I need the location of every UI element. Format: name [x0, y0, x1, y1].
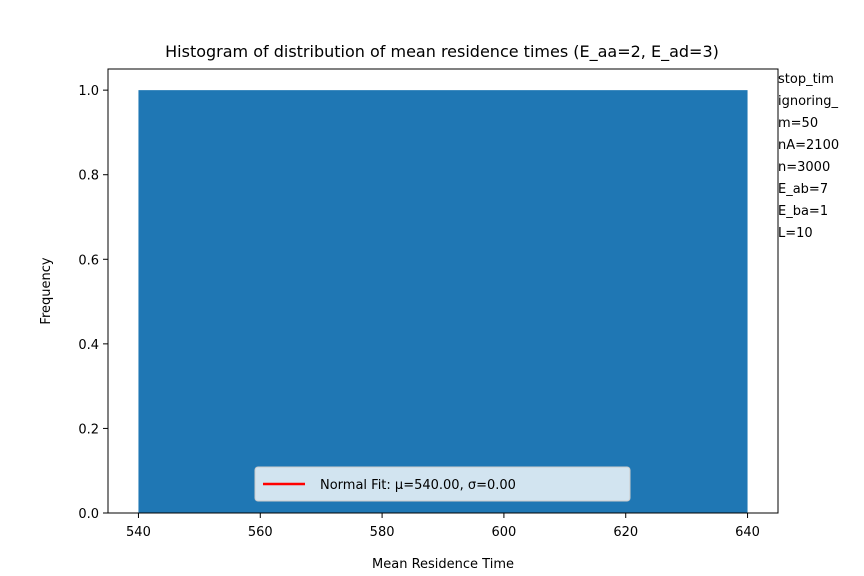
annotation-ignoring: ignoring_ — [778, 94, 839, 109]
y-tick-label-4: 0.8 — [78, 169, 99, 184]
x-tick-label-2: 580 — [370, 525, 395, 540]
x-tick-label-4: 620 — [613, 525, 638, 540]
annotation-e-ba: E_ba=1 — [778, 204, 828, 219]
annotation-l: L=10 — [778, 226, 813, 241]
annotation-m: m=50 — [778, 116, 818, 131]
y-tick-label-1: 0.2 — [78, 422, 99, 437]
annotation-n: n=3000 — [778, 160, 830, 175]
x-tick-label-1: 560 — [248, 525, 273, 540]
y-tick-label-0: 0.0 — [78, 507, 99, 522]
x-tick-label-0: 540 — [126, 525, 151, 540]
x-tick-label-3: 600 — [491, 525, 516, 540]
y-axis-ticks: 0.0 0.2 0.4 0.6 0.8 1.0 — [78, 84, 108, 522]
x-axis-label: Mean Residence Time — [372, 557, 514, 572]
side-annotations: stop_tim ignoring_ m=50 nA=2100 n=3000 E… — [778, 72, 839, 241]
histogram-bar-0 — [138, 90, 748, 514]
y-axis-label: Frequency — [39, 257, 54, 324]
plot-frame — [107, 68, 779, 514]
legend-label-normal-fit: Normal Fit: μ=540.00, σ=0.00 — [320, 478, 516, 493]
x-tick-label-5: 640 — [735, 525, 760, 540]
y-tick-label-5: 1.0 — [78, 84, 99, 99]
x-axis-ticks: 540 560 580 600 620 640 — [126, 513, 760, 540]
chart-title: Histogram of distribution of mean reside… — [165, 42, 719, 62]
legend-box — [254, 466, 631, 502]
legend: Normal Fit: μ=540.00, σ=0.00 — [254, 466, 631, 502]
annotation-na: nA=2100 — [778, 138, 839, 153]
annotation-stop-time: stop_tim — [778, 72, 834, 87]
y-tick-label-2: 0.4 — [78, 338, 99, 353]
y-tick-label-3: 0.6 — [78, 253, 99, 268]
annotation-e-ab: E_ab=7 — [778, 182, 828, 197]
bars-layer — [138, 90, 748, 514]
